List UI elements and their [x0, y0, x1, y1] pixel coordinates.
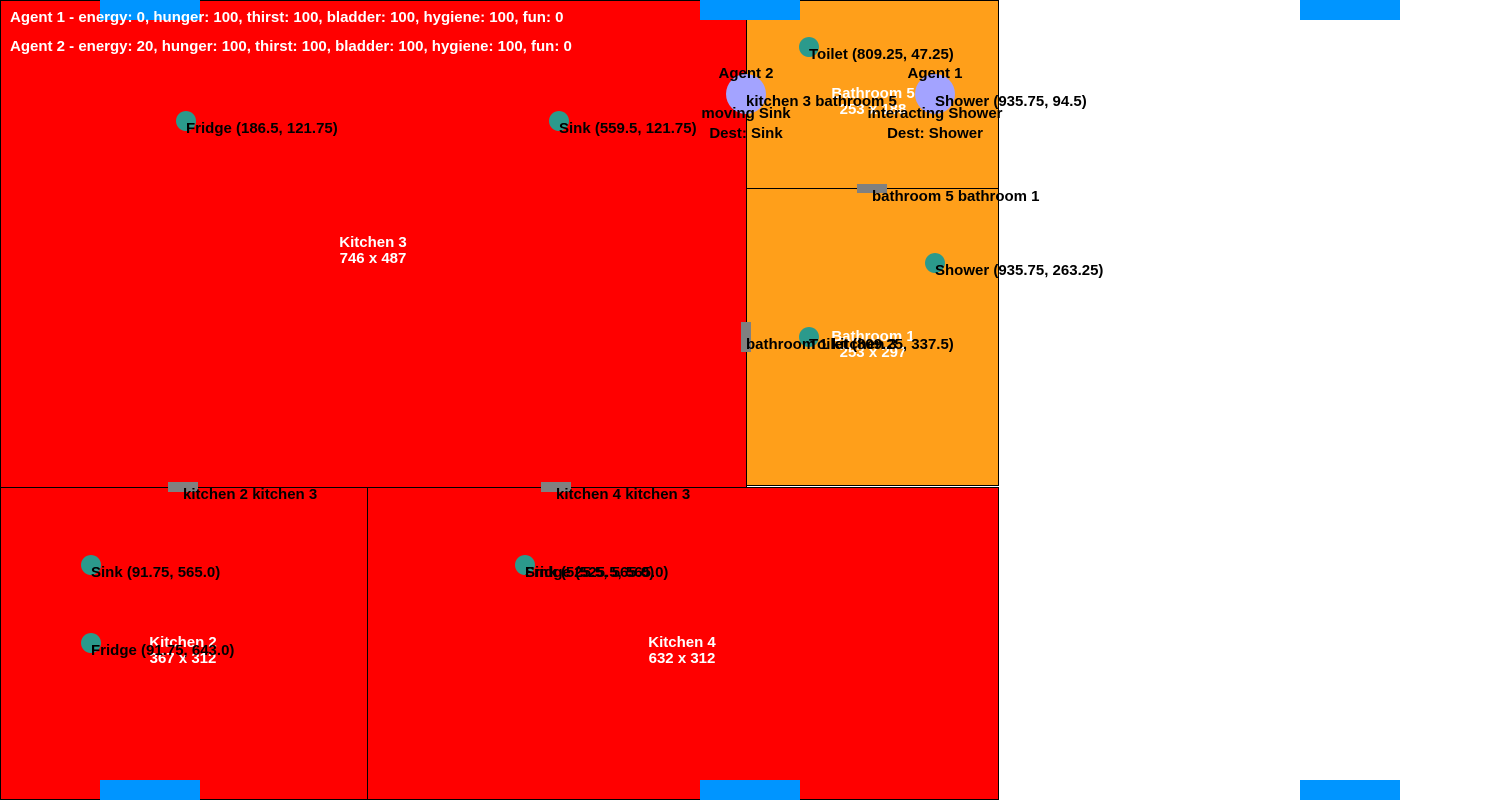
door-label: bathroom 5 bathroom 1: [872, 188, 1040, 205]
room-label-kitchen-3: Kitchen 3 746 x 487: [339, 234, 407, 267]
door-label: kitchen 3 bathroom 5: [746, 93, 897, 110]
door-kitchen2-kitchen3: [168, 482, 198, 492]
object-label: Shower (935.75, 94.5): [935, 93, 1087, 110]
agent-2-state: moving Sink Dest: Sink: [701, 105, 791, 142]
door-label: bathroom 1 kitchen 3: [746, 336, 897, 353]
object-label: Fridge (186.5, 121.75): [186, 120, 338, 137]
window: [1300, 0, 1400, 20]
object-label: Toilet (809.25, 337.5): [809, 336, 954, 353]
room-label-kitchen-4: Kitchen 4 632 x 312: [648, 634, 716, 667]
window: [100, 780, 200, 800]
agent-2-status: Agent 2 - energy: 20, hunger: 100, thirs…: [10, 38, 572, 55]
room-label-bathroom-5: Bathroom 5 253 x 188: [831, 85, 915, 118]
toilet-bathroom5-icon[interactable]: [799, 37, 819, 57]
sink-kitchen2-icon[interactable]: [81, 555, 101, 575]
room-label-kitchen-2: Kitchen 2 367 x 312: [149, 634, 217, 667]
fridge-kitchen2-icon[interactable]: [81, 633, 101, 653]
window: [100, 0, 200, 20]
shower-bathroom1-icon[interactable]: [925, 253, 945, 273]
room-label-bathroom-1: Bathroom 1 253 x 297: [831, 328, 915, 361]
object-label: Sink (525.5, 565.0): [525, 564, 655, 581]
object-label: Shower (935.75, 263.25): [935, 262, 1104, 279]
door-label: kitchen 2 kitchen 3: [183, 486, 318, 503]
door-bathroom5-bathroom1: [857, 184, 887, 193]
object-label: Fridge (525.5, 565.0): [525, 564, 669, 581]
agent-1-avatar[interactable]: [915, 74, 955, 114]
door-bathroom1-kitchen3: [741, 322, 751, 352]
sink-kitchen3-icon[interactable]: [549, 111, 569, 131]
window: [700, 0, 800, 20]
room-kitchen-4: [367, 487, 999, 800]
agent-2-info: Agent 2: [718, 65, 774, 82]
object-label: Sink (91.75, 565.0): [91, 564, 221, 581]
window: [1300, 780, 1400, 800]
room-bathroom-1: [746, 188, 999, 486]
fridge-kitchen3-icon[interactable]: [176, 111, 196, 131]
object-label: Fridge (91.75, 643.0): [91, 642, 235, 659]
sink-kitchen4-icon[interactable]: [515, 555, 535, 575]
agent-1-status: Agent 1 - energy: 0, hunger: 100, thirst…: [10, 9, 564, 26]
agent-2-avatar[interactable]: [726, 74, 766, 114]
toilet-bathroom1-icon[interactable]: [799, 327, 819, 347]
object-label: Sink (559.5, 121.75): [559, 120, 697, 137]
window: [700, 780, 800, 800]
object-label: Toilet (809.25, 47.25): [809, 46, 954, 63]
door-kitchen4-kitchen3: [541, 482, 571, 492]
agent-1-info: Agent 1: [907, 65, 963, 82]
agent-1-state: interacting Shower Dest: Shower: [867, 105, 1003, 142]
room-kitchen-3: [0, 0, 747, 488]
door-label: kitchen 4 kitchen 3: [556, 486, 691, 503]
room-bathroom-5: [746, 0, 999, 189]
